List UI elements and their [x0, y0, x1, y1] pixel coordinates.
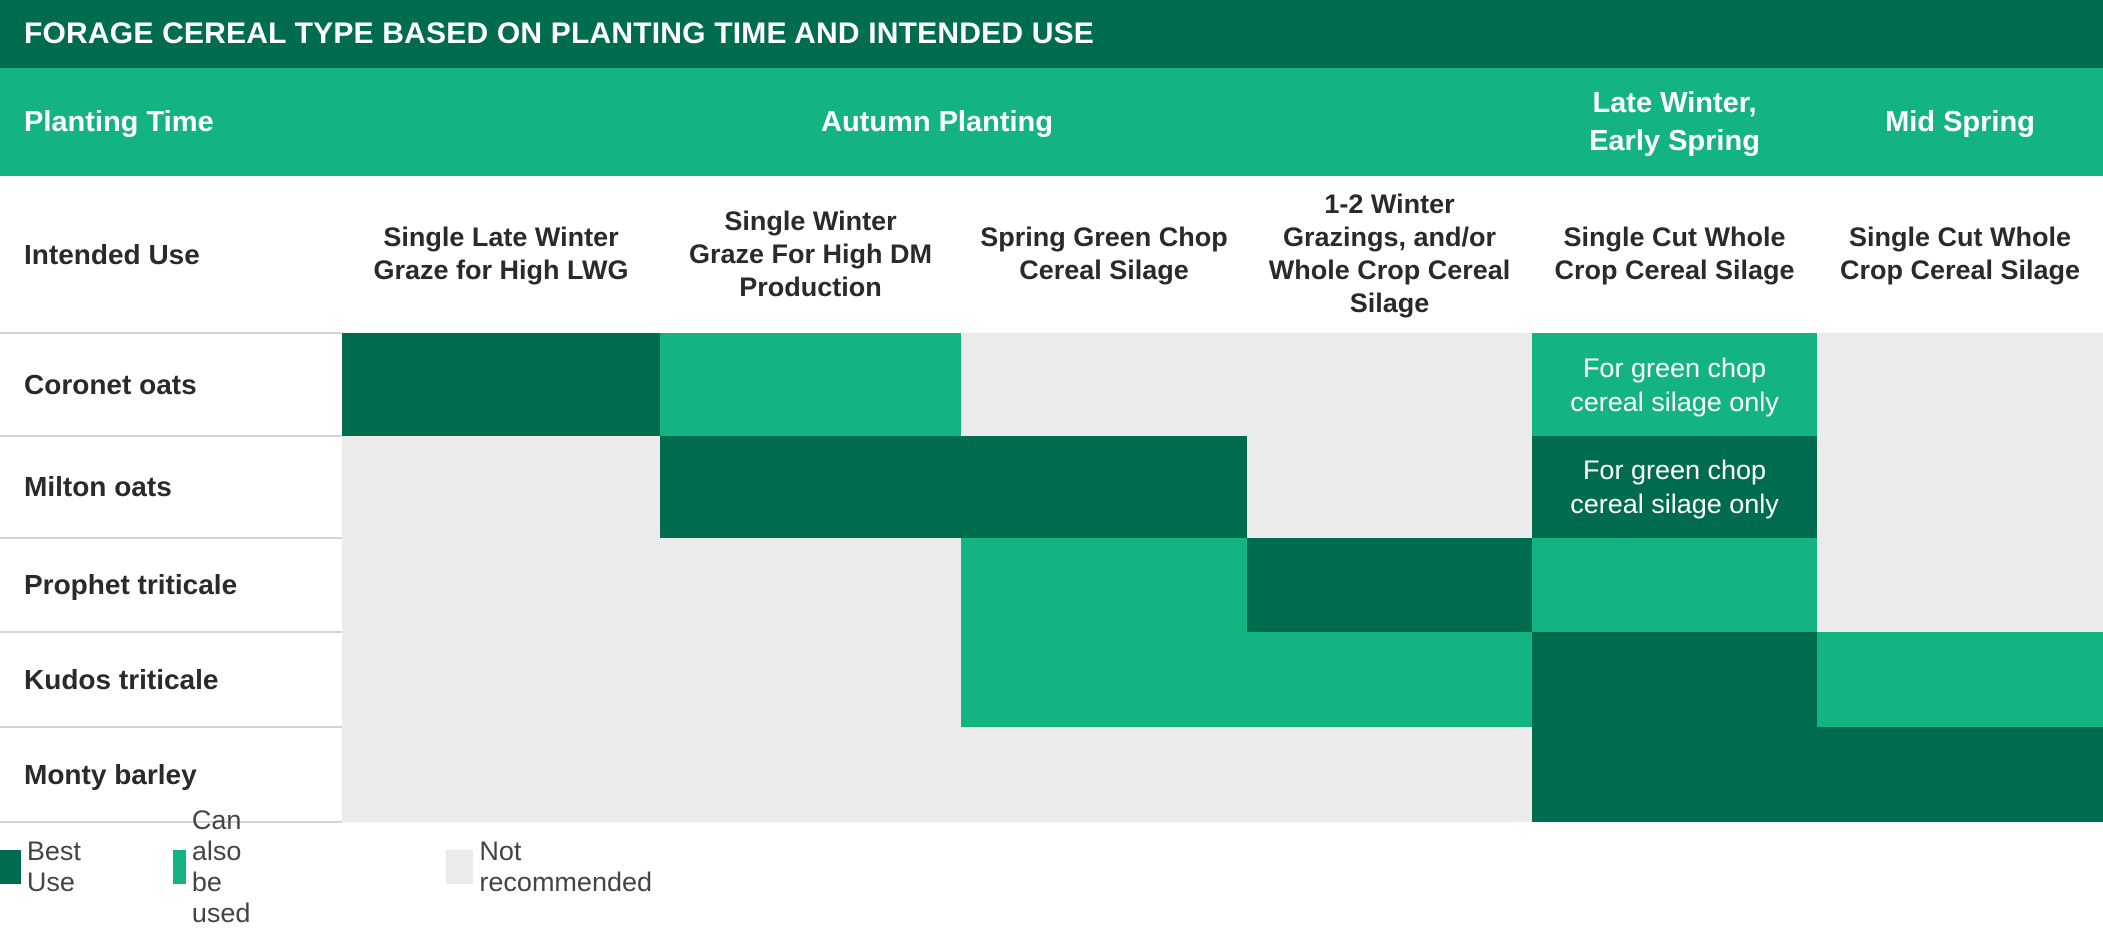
row-label: Coronet oats: [0, 333, 342, 436]
legend-label-best: Best Use: [26, 836, 81, 897]
row-divider: [0, 631, 342, 633]
heatmap-cell-also: [1532, 538, 1817, 632]
use-col-4-line: Single Cut Whole: [1563, 222, 1786, 252]
heatmap-cell-not: [660, 538, 961, 632]
use-col-2: Spring Green Chop Cereal Silage: [961, 176, 1247, 332]
row-divider: [0, 821, 342, 823]
use-col-0-line: Single Late Winter: [383, 222, 619, 252]
heatmap-cell-also: [1247, 632, 1532, 727]
heatmap-cell-not: [1817, 436, 2103, 538]
use-col-1: Single Winter Graze For High DM Producti…: [660, 176, 961, 332]
heatmap-cell-also: [961, 538, 1247, 632]
heatmap-cell-also: [961, 632, 1247, 727]
cell-note-line: cereal silage only: [1570, 489, 1779, 519]
use-col-4-line: Crop Cereal Silage: [1554, 255, 1795, 285]
row-divider: [0, 332, 342, 334]
heatmap-cell-not: [1247, 333, 1532, 436]
legend-label-also: Can also be used: [191, 805, 251, 928]
heatmap-cell-not: [342, 538, 660, 632]
heatmap-cell-best: [660, 436, 961, 538]
use-col-3-line: 1-2 Winter: [1324, 189, 1455, 219]
use-col-3-line: Silage: [1349, 288, 1430, 318]
row-divider: [0, 435, 342, 437]
use-col-4: Single Cut Whole Crop Cereal Silage: [1532, 176, 1817, 332]
use-col-1-line: Graze For High DM: [688, 238, 932, 269]
heatmap-cell-best: [1532, 727, 1817, 822]
heatmap-cell-not: [1247, 727, 1532, 822]
group-late-winter-early-spring: Late Winter, Early Spring: [1532, 68, 1817, 176]
heatmap-cell-not: [342, 632, 660, 727]
use-col-5: Single Cut Whole Crop Cereal Silage: [1817, 176, 2103, 332]
legend-item-also: Can also be used: [173, 805, 272, 928]
use-col-3-line: Grazings, and/or: [1282, 222, 1497, 252]
legend-swatch-best: [0, 850, 21, 884]
heatmap-cell-best: [1532, 632, 1817, 727]
heatmap-cell-also: [1817, 632, 2103, 727]
cell-note-line: For green chop: [1582, 352, 1767, 383]
use-col-5-line: Single Cut Whole: [1849, 222, 2071, 252]
row-label: Kudos triticale: [0, 632, 342, 727]
group-late-winter-line1: Late Winter,: [1592, 87, 1757, 119]
heatmap-cell-not: [1247, 436, 1532, 538]
use-col-2-line: Cereal Silage: [1019, 255, 1189, 285]
cell-note: For green chop cereal silage only: [1532, 436, 1817, 538]
use-col-0-line: Graze for High LWG: [373, 255, 629, 285]
cell-note-line: cereal silage only: [1570, 386, 1779, 417]
group-late-winter-line2: Early Spring: [1589, 125, 1760, 157]
row-label: Milton oats: [0, 436, 342, 538]
intended-use-label: Intended Use: [24, 238, 200, 270]
row-label: Monty barley: [0, 727, 342, 822]
legend-swatch-not: [446, 850, 474, 884]
row-label: Prophet triticale: [0, 538, 342, 632]
heatmap-cell-not: [342, 436, 660, 538]
legend-item-not: Not recommended: [446, 836, 659, 897]
heatmap-cell-best: [1532, 436, 1817, 538]
cell-note: For green chop cereal silage only: [1532, 333, 1817, 436]
cell-note-line: For green chop: [1582, 455, 1767, 485]
chart-title: FORAGE CEREAL TYPE BASED ON PLANTING TIM…: [0, 0, 2103, 68]
legend-swatch-also: [173, 850, 186, 884]
group-autumn-planting: Autumn Planting: [821, 106, 1053, 138]
heatmap-cell-not: [961, 333, 1247, 436]
use-col-0: Single Late Winter Graze for High LWG: [342, 176, 660, 332]
row-divider: [0, 726, 342, 728]
heatmap-cell-best: [342, 333, 660, 436]
heatmap-cell-not: [1817, 333, 2103, 436]
use-col-3-line: Whole Crop Cereal: [1268, 255, 1511, 285]
use-col-1-line: Single Winter: [724, 205, 897, 236]
planting-time-label: Planting Time: [24, 106, 214, 138]
heatmap-cell-also: [660, 333, 961, 436]
heatmap-cell-not: [342, 727, 660, 822]
planting-time-header: Planting Time Autumn Planting Late Winte…: [0, 68, 2103, 176]
heatmap-cell-not: [1817, 538, 2103, 632]
heatmap-cell-also: [1532, 333, 1817, 436]
heatmap-cell-not: [660, 727, 961, 822]
heatmap-cell-not: [961, 727, 1247, 822]
legend-item-best: Best Use: [0, 836, 94, 897]
use-col-1-line: Production: [739, 271, 882, 302]
use-col-3: 1-2 Winter Grazings, and/or Whole Crop C…: [1247, 176, 1532, 332]
use-col-5-line: Crop Cereal Silage: [1839, 255, 2081, 285]
heatmap-cell-best: [961, 436, 1247, 538]
legend-label-not: Not recommended: [479, 836, 653, 897]
heatmap-cell-best: [1247, 538, 1532, 632]
heatmap-cell-best: [1817, 727, 2103, 822]
group-mid-spring: Mid Spring: [1885, 106, 2035, 138]
heatmap-cell-not: [660, 632, 961, 727]
row-divider: [0, 537, 342, 539]
use-col-2-line: Spring Green Chop: [980, 222, 1228, 252]
